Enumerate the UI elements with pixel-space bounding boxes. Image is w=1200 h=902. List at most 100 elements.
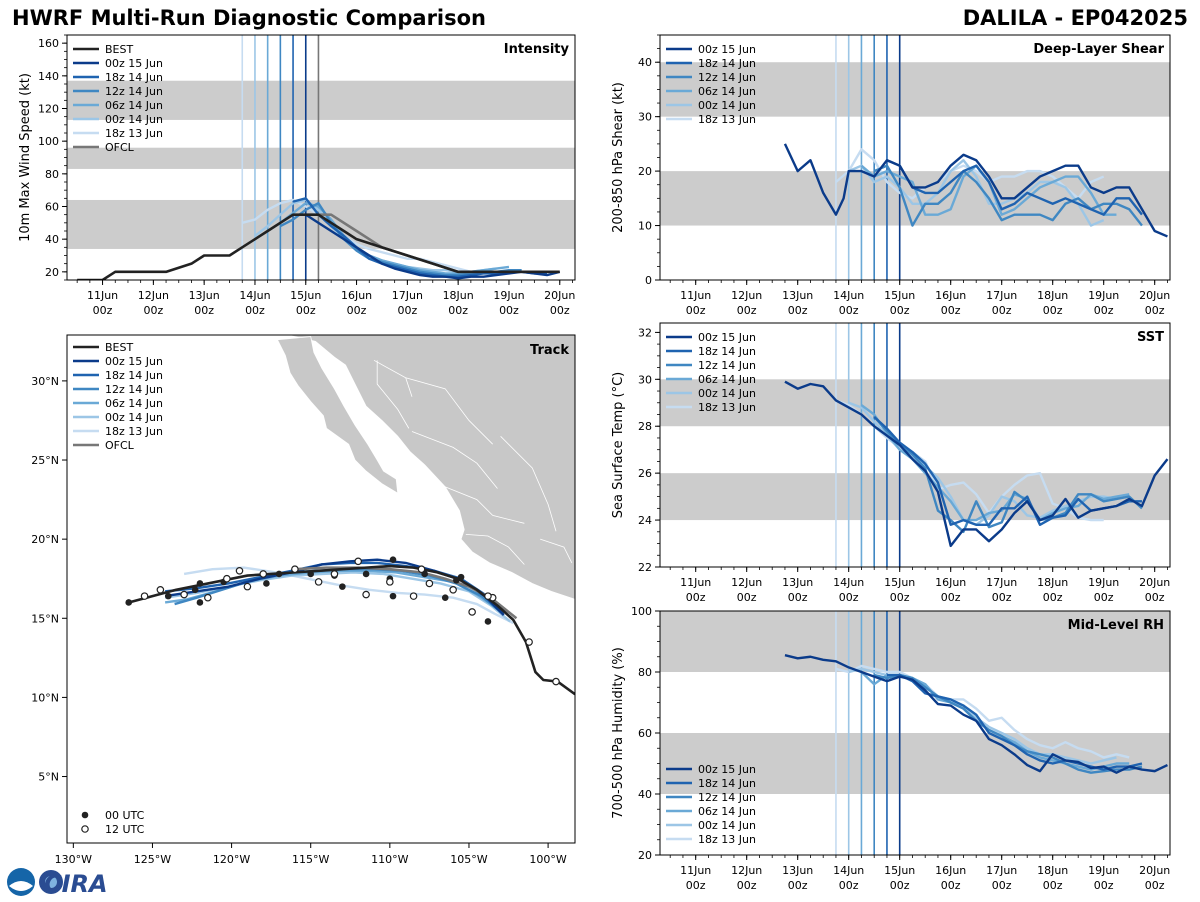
x-tick-label: 00z [737, 879, 757, 892]
x-tick-label: 00z [1094, 591, 1114, 604]
legend-label: 12z 14 Jun [105, 85, 163, 98]
y-tick-label: 22 [638, 561, 652, 574]
marker-12utc [525, 638, 533, 646]
legend-label: 12z 14 Jun [698, 791, 756, 804]
x-tick-label: 20Jun [1139, 864, 1170, 877]
x-tick-label: 11Jun [680, 864, 711, 877]
x-tick-label: 19Jun [1088, 576, 1119, 589]
x-tick-label: 18Jun [1037, 864, 1068, 877]
x-tick-label: 16Jun [935, 289, 966, 302]
legend-label: 12z 14 Jun [698, 359, 756, 372]
series-line [783, 143, 1168, 238]
legend-label: 06z 14 Jun [105, 99, 163, 112]
legend-label: 00z 15 Jun [105, 57, 163, 70]
x-tick-label: 110°W [371, 853, 408, 866]
y-tick-label: 25°N [31, 454, 59, 467]
x-tick-label: 00z [1145, 879, 1165, 892]
marker-00utc [275, 570, 283, 578]
x-tick-label: 00z [992, 591, 1012, 604]
x-tick-label: 12Jun [731, 864, 762, 877]
x-tick-label: 19Jun [1088, 864, 1119, 877]
marker-12utc [484, 592, 492, 600]
x-tick-label: 00z [1145, 591, 1165, 604]
legend-label: 00z 15 Jun [698, 43, 756, 56]
x-tick-label: 13Jun [782, 864, 813, 877]
x-tick-label: 17Jun [986, 576, 1017, 589]
legend-label: 06z 14 Jun [698, 805, 756, 818]
state-border [465, 534, 525, 565]
x-tick-label: 00z [245, 304, 265, 317]
x-tick-label: 00z [737, 591, 757, 604]
marker-12utc [468, 608, 476, 616]
legend-label: 00z 15 Jun [698, 763, 756, 776]
legend-label: 18z 13 Jun [698, 401, 756, 414]
threshold-band [660, 379, 1170, 427]
marker-12utc [156, 585, 165, 594]
x-tick-label: 14Jun [833, 576, 864, 589]
marker-12utc [417, 565, 426, 574]
x-tick-label: 00z [686, 304, 706, 317]
y-tick-label: 28 [638, 420, 652, 433]
logo-area: CIRA [6, 866, 116, 902]
y-tick-label: 0 [645, 274, 652, 287]
y-tick-label: 15°N [31, 612, 59, 625]
legend-label: 00z 14 Jun [105, 411, 163, 424]
legend-label: 12 UTC [105, 823, 145, 836]
x-tick-label: 00z [992, 879, 1012, 892]
series-line [886, 159, 1143, 216]
marker-12utc [243, 582, 252, 591]
x-tick-label: 17Jun [986, 864, 1017, 877]
x-tick-label: 13Jun [782, 576, 813, 589]
shear-chart: 0 10 20 30 40 11Jun 00z 12Jun 00z 13Jun 00z 14Jun 00… [611, 34, 1171, 317]
marker-12utc [386, 578, 394, 586]
y-axis-label: 700-500 hPa Humidity (%) [611, 647, 626, 819]
state-border [540, 538, 573, 564]
legend-label: 18z 13 Jun [105, 425, 163, 438]
y-tick-label: 100 [38, 135, 59, 148]
series-line [241, 198, 484, 274]
x-tick-label: 00z [397, 304, 417, 317]
storm-name: DALILA - EP042025 [962, 6, 1188, 30]
state-border [405, 377, 493, 445]
axes-frame [659, 322, 1171, 568]
marker-00utc [339, 583, 346, 590]
x-tick-label: 00z [1094, 879, 1114, 892]
marker-00utc [441, 594, 449, 602]
x-tick-label: 00z [347, 304, 367, 317]
x-tick-label: 11Jun [87, 289, 118, 302]
marker-00utc [263, 580, 270, 587]
x-tick-label: 19Jun [493, 289, 524, 302]
state-border [445, 486, 525, 524]
legend-label: 18z 14 Jun [105, 369, 163, 382]
x-tick-label: 18Jun [1037, 289, 1068, 302]
x-tick-label: 00z [941, 879, 961, 892]
legend-label: 18z 13 Jun [698, 113, 756, 126]
x-tick-label: 00z [296, 304, 316, 317]
x-tick-label: 00z [1043, 304, 1063, 317]
series-line [784, 654, 1168, 774]
threshold-band [660, 611, 1170, 672]
y-tick-label: 60 [45, 201, 59, 214]
x-tick-label: 16Jun [935, 864, 966, 877]
y-axis-label: 200-850 hPa Shear (kt) [611, 82, 626, 233]
legend-label: 12z 14 Jun [698, 71, 756, 84]
x-tick-label: 15Jun [884, 864, 915, 877]
x-tick-label: 12Jun [731, 289, 762, 302]
series-line [873, 673, 1143, 774]
marker-00utc [453, 576, 460, 584]
series-line [848, 159, 1105, 227]
y-tick-label: 120 [38, 103, 59, 116]
marker-12utc [314, 578, 323, 586]
x-tick-label: 15Jun [884, 289, 915, 302]
track-chart: 130°W 125°W 120°W 115°W 110°W 105°W 100°W 5°N 10… [31, 334, 576, 866]
threshold-band [660, 733, 1170, 794]
legend-label: 00 UTC [105, 809, 145, 822]
x-tick-label: 00z [1145, 304, 1165, 317]
marker-00utc [457, 573, 465, 581]
marker-12utc [259, 570, 268, 578]
marker-00utc [125, 599, 133, 606]
x-tick-label: 00z [992, 304, 1012, 317]
x-tick-label: 20Jun [544, 289, 575, 302]
x-tick-label: 00z [194, 304, 214, 317]
x-tick-label: 11Jun [680, 289, 711, 302]
